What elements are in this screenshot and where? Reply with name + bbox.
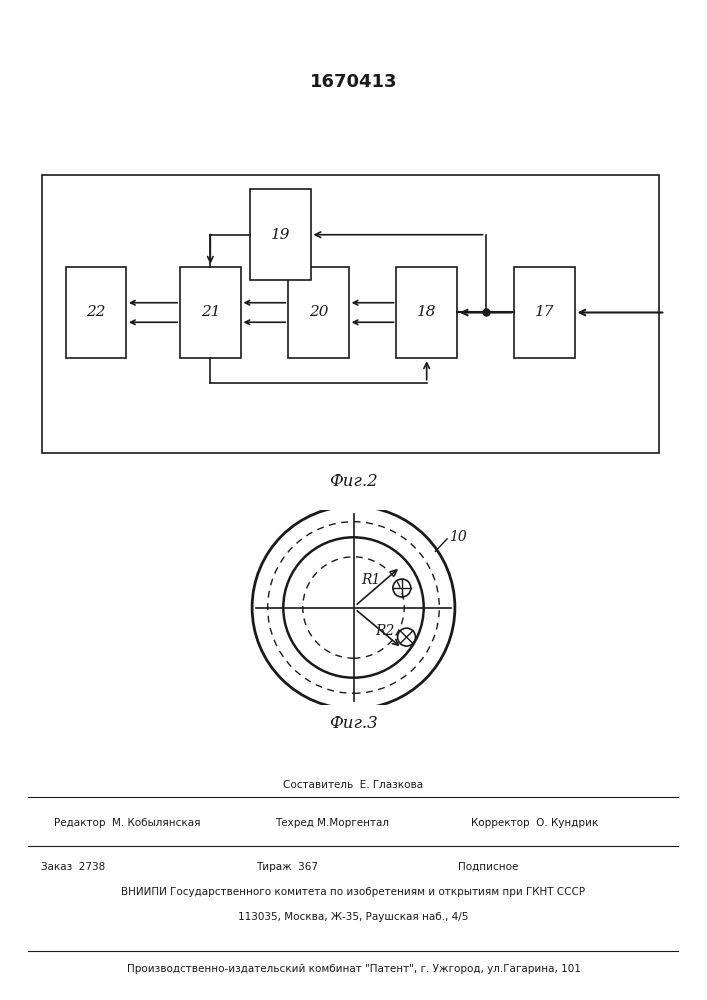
FancyBboxPatch shape: [180, 267, 240, 358]
Text: 113035, Москва, Ж-35, Раушская наб., 4/5: 113035, Москва, Ж-35, Раушская наб., 4/5: [238, 912, 469, 922]
Text: 18: 18: [417, 306, 436, 320]
Text: Техред М.Моргентал: Техред М.Моргентал: [276, 818, 390, 828]
Text: 19: 19: [271, 228, 290, 242]
Text: 10: 10: [449, 530, 467, 544]
Text: Фиг.3: Фиг.3: [329, 714, 378, 732]
Text: ВНИИПИ Государственного комитета по изобретениям и открытиям при ГКНТ СССР: ВНИИПИ Государственного комитета по изоб…: [122, 887, 585, 897]
Text: 22: 22: [86, 306, 105, 320]
FancyBboxPatch shape: [288, 267, 349, 358]
Text: Составитель  Е. Глазкова: Составитель Е. Глазкова: [284, 780, 423, 790]
Text: Фиг.2: Фиг.2: [329, 473, 378, 489]
Text: 1670413: 1670413: [310, 73, 397, 91]
FancyBboxPatch shape: [397, 267, 457, 358]
Text: Тираж  367: Тираж 367: [256, 862, 318, 872]
Text: Корректор  О. Кундрик: Корректор О. Кундрик: [471, 818, 598, 828]
Text: R1: R1: [361, 573, 380, 587]
Text: Заказ  2738: Заказ 2738: [41, 862, 105, 872]
FancyBboxPatch shape: [514, 267, 575, 358]
Text: 21: 21: [201, 306, 220, 320]
Text: R2: R2: [375, 624, 395, 638]
FancyBboxPatch shape: [250, 189, 310, 280]
Text: Редактор  М. Кобылянская: Редактор М. Кобылянская: [54, 818, 201, 828]
Text: 17: 17: [534, 306, 554, 320]
FancyBboxPatch shape: [66, 267, 126, 358]
Text: Подписное: Подписное: [457, 862, 518, 872]
Text: 20: 20: [309, 306, 328, 320]
Text: Производственно-издательский комбинат "Патент", г. Ужгород, ул.Гагарина, 101: Производственно-издательский комбинат "П…: [127, 964, 580, 974]
